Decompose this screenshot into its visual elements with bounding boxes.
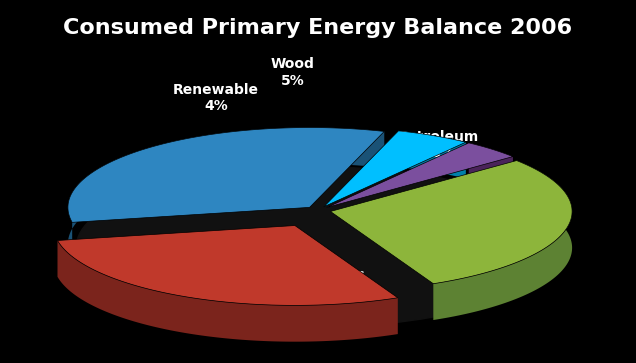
Text: Renewable
4%: Renewable 4% (173, 83, 259, 113)
Text: Natural Gas
29%: Natural Gas 29% (272, 268, 364, 298)
Text: Coal
29%: Coal 29% (135, 181, 170, 211)
Polygon shape (433, 160, 572, 320)
Polygon shape (327, 143, 513, 208)
Polygon shape (57, 240, 398, 342)
Text: Consumed Primary Energy Balance 2006: Consumed Primary Energy Balance 2006 (64, 18, 572, 38)
Polygon shape (469, 143, 513, 193)
Text: Petroleum
33%: Petroleum 33% (398, 130, 480, 160)
Ellipse shape (76, 167, 560, 327)
Polygon shape (324, 131, 466, 207)
Polygon shape (57, 225, 398, 305)
Text: Wood
5%: Wood 5% (271, 57, 314, 88)
Polygon shape (331, 160, 572, 284)
Polygon shape (399, 131, 466, 179)
Polygon shape (68, 127, 384, 259)
Polygon shape (68, 127, 384, 223)
